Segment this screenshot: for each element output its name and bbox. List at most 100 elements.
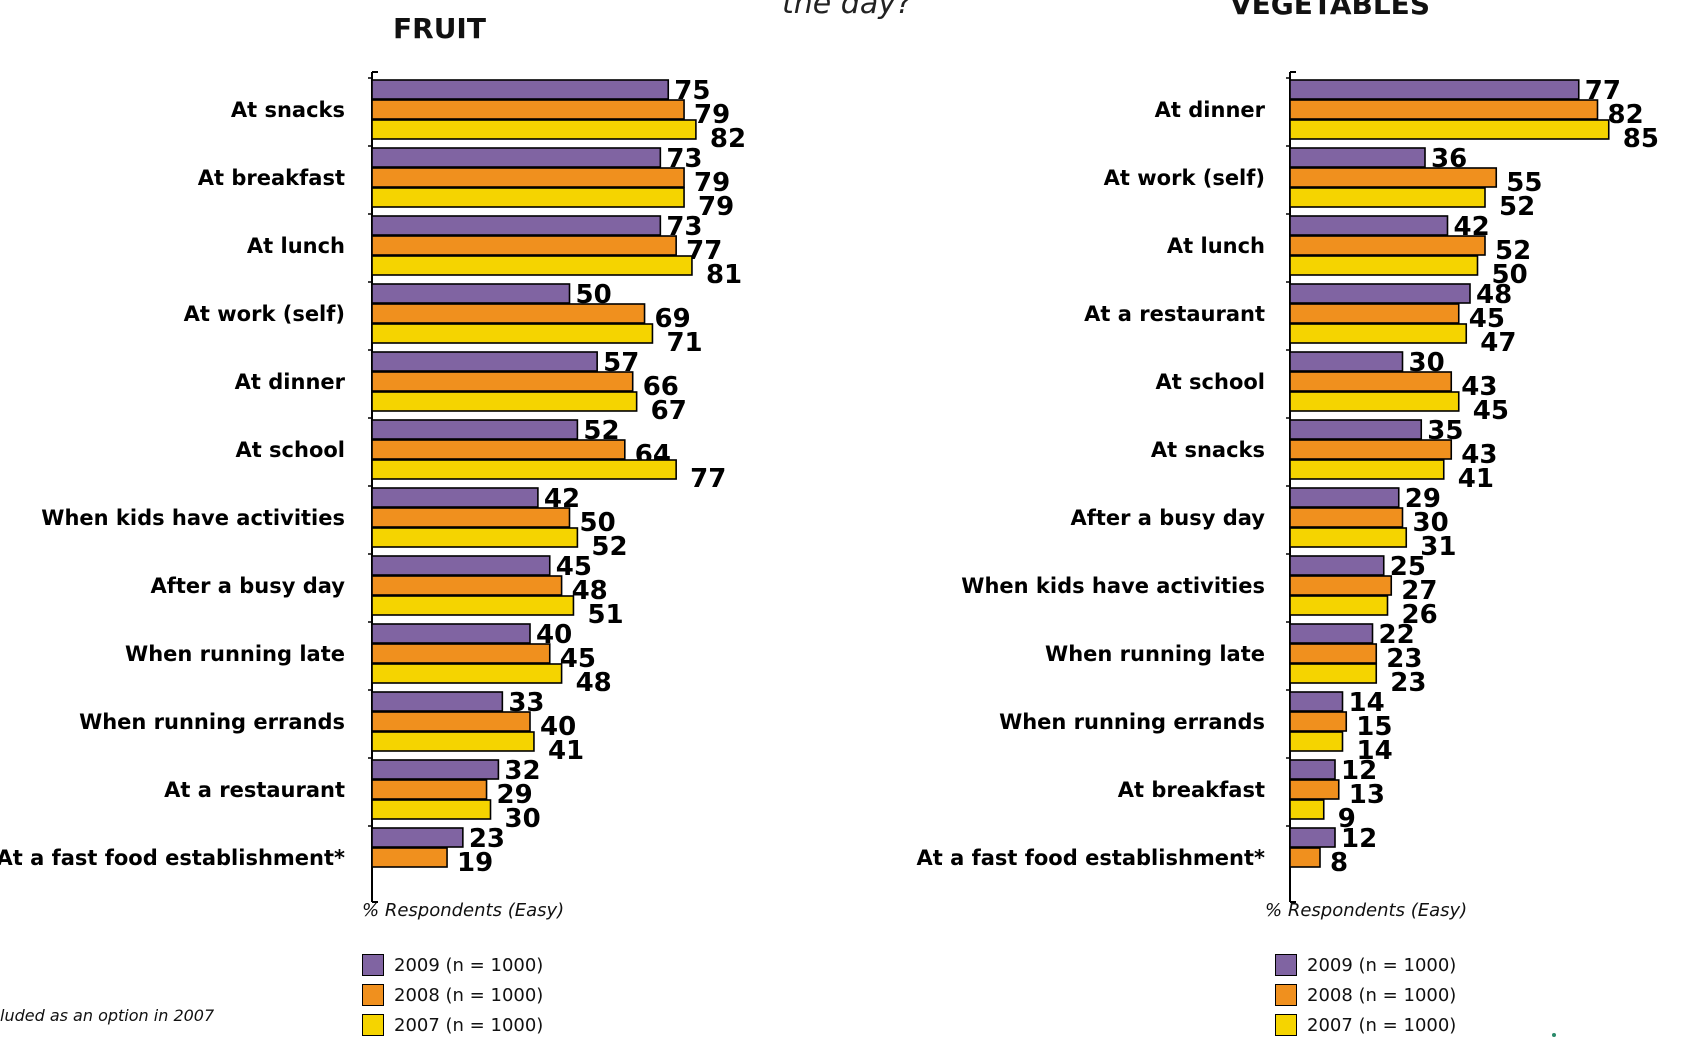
fruit-bar (371, 235, 677, 256)
vegetables-bar (1289, 663, 1378, 684)
fruit-bar (371, 147, 662, 168)
legend-swatch-2009 (362, 954, 384, 976)
vegetables-bar (1289, 595, 1389, 616)
legend-swatch-2008 (362, 984, 384, 1006)
vegetables-bar (1289, 779, 1340, 800)
vegetables-value-label: 85 (1623, 124, 1659, 154)
vegetables-bar (1289, 323, 1468, 344)
fruit-category-label: At a restaurant (164, 778, 345, 802)
vegetables-category-label: At work (self) (1103, 166, 1265, 190)
vegetables-category-label: When kids have activities (961, 574, 1265, 598)
vegetables-value-label: 14 (1349, 688, 1385, 718)
vegetables-value-label: 31 (1420, 532, 1456, 562)
fruit-value-label: 45 (560, 644, 596, 674)
vegetables-bar (1289, 235, 1486, 256)
vegetables-bar (1289, 643, 1378, 664)
vegetables-bar (1289, 847, 1321, 868)
vegetables-bar (1289, 167, 1498, 188)
vegetables-bar (1289, 799, 1325, 820)
fruit-value-label: 29 (497, 780, 533, 810)
vegetables-bar (1289, 119, 1610, 140)
vegetables-category-label: When running errands (999, 710, 1265, 734)
fruit-bar (371, 215, 662, 236)
fruit-bar (371, 167, 685, 188)
legend-label-2009: 2009 (n = 1000) (394, 954, 544, 976)
vegetables-bar (1289, 79, 1580, 100)
fruit-category-label: At breakfast (197, 166, 345, 190)
fruit-value-label: 50 (580, 508, 616, 538)
fruit-bar (371, 711, 531, 732)
vegetables-bar (1289, 555, 1385, 576)
vegetables-bar (1289, 391, 1460, 412)
vegetables-value-label: 45 (1473, 396, 1509, 426)
fruit-value-label: 79 (698, 192, 734, 222)
legend-item-2008: 2008 (n = 1000) (362, 980, 543, 1010)
vegetables-value-label: 27 (1401, 576, 1437, 606)
vegetables-axis-label: % Respondents (Easy) (1265, 900, 1468, 921)
fruit-category-label: After a busy day (150, 574, 345, 598)
legend-item-2007: 2007 (n = 1000) (362, 1010, 543, 1040)
legend-swatch-2009 (1275, 954, 1297, 976)
fruit-bar (371, 391, 638, 412)
fruit-value-label: 48 (572, 576, 608, 606)
vegetables-bar (1289, 623, 1374, 644)
vegetables-category-label: When running late (1045, 642, 1265, 666)
fruit-value-label: 79 (694, 168, 730, 198)
vegetables-bar (1289, 711, 1348, 732)
fruit-bar (371, 623, 531, 644)
legend-label-2007: 2007 (n = 1000) (1307, 1014, 1457, 1036)
fruit-value-label: 77 (690, 464, 726, 494)
vegetables-category-label: At snacks (1150, 438, 1265, 462)
vegetables-value-label: 52 (1499, 192, 1535, 222)
fruit-category-label: When running errands (79, 710, 345, 734)
decorative-dot (1552, 1033, 1556, 1037)
fruit-bar (371, 439, 626, 460)
vegetables-category-label: At breakfast (1117, 778, 1265, 802)
fruit-category-label: At a fast food establishment* (0, 846, 345, 870)
vegetables-value-label: 9 (1338, 804, 1356, 834)
legend-swatch-2008 (1275, 984, 1297, 1006)
fruit-bar (371, 759, 500, 780)
vegetables-value-label: 8 (1330, 848, 1348, 878)
vegetables-category-label: At a restaurant (1084, 302, 1265, 326)
fruit-bar (371, 555, 551, 576)
fruit-value-label: 41 (548, 736, 584, 766)
legend-item-2009: 2009 (n = 1000) (1275, 950, 1456, 980)
vegetables-bar (1289, 187, 1486, 208)
legend-swatch-2007 (1275, 1014, 1297, 1036)
fruit-category-label: When running late (125, 642, 345, 666)
vegetables-bar (1289, 439, 1453, 460)
vegetables-bar (1289, 827, 1336, 848)
vegetables-bar (1289, 419, 1423, 440)
vegetables-value-label: 23 (1386, 644, 1422, 674)
question-text-fragment: the day? (782, 0, 912, 21)
vegetables-value-label: 12 (1341, 756, 1377, 786)
fruit-bar (371, 691, 504, 712)
fruit-bar (371, 303, 646, 324)
fruit-chart-title: FRUIT (393, 12, 486, 45)
fruit-axis-label: % Respondents (Easy) (362, 900, 565, 921)
vegetables-value-label: 15 (1356, 712, 1392, 742)
fruit-value-label: 32 (504, 756, 540, 786)
fruit-bar (371, 79, 670, 100)
fruit-bar (371, 527, 579, 548)
vegetables-bar (1289, 527, 1408, 548)
fruit-bar (371, 827, 464, 848)
fruit-bar (371, 595, 575, 616)
vegetables-bar (1289, 99, 1599, 120)
vegetables-value-label: 82 (1608, 100, 1644, 130)
fruit-bar (371, 507, 571, 528)
legend-label-2008: 2008 (n = 1000) (394, 984, 544, 1006)
fruit-value-label: 82 (710, 124, 746, 154)
fruit-bar (371, 847, 448, 868)
vegetables-value-label: 13 (1349, 780, 1385, 810)
fruit-bar (371, 731, 535, 752)
vegetables-value-label: 41 (1458, 464, 1494, 494)
fruit-bar (371, 255, 693, 276)
fruit-value-label: 79 (694, 100, 730, 130)
vegetables-value-label: 29 (1405, 484, 1441, 514)
fruit-category-label: At work (self) (183, 302, 345, 326)
fruit-category-label: At school (235, 438, 345, 462)
vegetables-value-label: 25 (1390, 552, 1426, 582)
vegetables-legend: 2009 (n = 1000) 2008 (n = 1000) 2007 (n … (1275, 950, 1456, 1040)
